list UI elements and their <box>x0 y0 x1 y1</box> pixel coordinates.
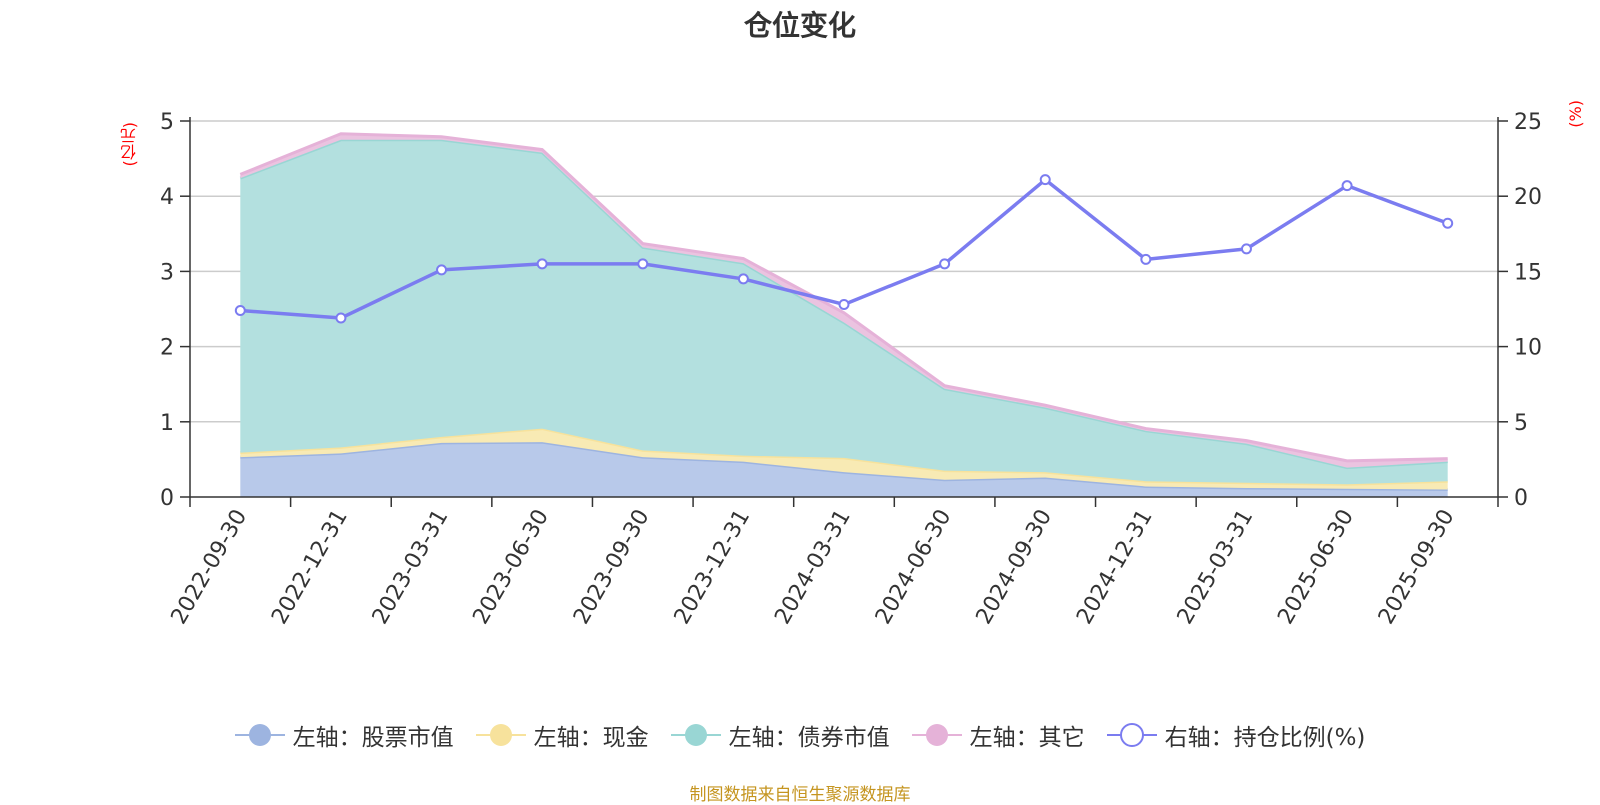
ratio-point <box>939 258 951 270</box>
x-tick-label: 2022-09-30 <box>167 505 253 628</box>
x-tick-label: 2025-09-30 <box>1374 505 1460 628</box>
x-tick-label: 2022-12-31 <box>267 505 353 628</box>
ratio-point <box>335 312 347 324</box>
legend-item-stock[interactable]: 左轴：股票市值 <box>234 718 454 752</box>
legend-label-other: 左轴：其它 <box>969 725 1085 751</box>
y-left-tick-label: 4 <box>160 185 174 210</box>
y-left-unit-label: (亿元) <box>120 122 139 167</box>
legend-bond-icon <box>670 724 721 746</box>
ratio-point <box>637 258 649 270</box>
ratio-point <box>1140 253 1152 265</box>
legend-label-bond: 左轴：债券市值 <box>728 725 890 751</box>
y-right-tick-label: 10 <box>1514 336 1542 361</box>
x-tick-label: 2023-03-31 <box>368 505 454 628</box>
legend-item-ratio[interactable]: 右轴：持仓比例(%) <box>1106 718 1366 752</box>
y-right-tick-label: 0 <box>1514 486 1528 511</box>
legend-ratio-icon <box>1106 723 1157 747</box>
y-right-unit-label: (%) <box>1566 100 1585 128</box>
ratio-point <box>436 264 448 276</box>
legend: 左轴：股票市值 左轴：现金 左轴：债券市值 左轴：其它 右轴：持仓比例(%) <box>0 718 1600 752</box>
ratio-point <box>234 305 246 317</box>
area-3 <box>240 139 1448 485</box>
x-tick-label: 2024-06-30 <box>871 505 957 628</box>
legend-item-bond[interactable]: 左轴：债券市值 <box>670 718 890 752</box>
legend-label-cash: 左轴：现金 <box>533 725 649 751</box>
legend-cash-icon <box>475 724 526 746</box>
y-left-tick-label: 0 <box>160 486 174 511</box>
area-1 <box>240 442 1448 497</box>
x-tick-label: 2025-03-31 <box>1173 505 1259 628</box>
legend-stock-icon <box>234 724 285 746</box>
source-note: 制图数据来自恒生聚源数据库 <box>689 785 911 805</box>
chart-title: 仓位变化 <box>743 9 856 42</box>
x-tick-label: 2024-09-30 <box>972 505 1058 628</box>
ratio-point <box>1341 180 1353 192</box>
legend-label-stock: 左轴：股票市值 <box>292 725 454 751</box>
legend-item-cash[interactable]: 左轴：现金 <box>475 718 649 752</box>
ratio-point <box>536 258 548 270</box>
x-tick-label: 2025-06-30 <box>1273 505 1359 628</box>
ratio-point <box>737 273 749 285</box>
area-line-4 <box>239 132 1448 463</box>
y-right-tick-label: 5 <box>1514 411 1528 436</box>
y-left-tick-label: 2 <box>160 336 174 361</box>
x-tick-label: 2023-12-31 <box>670 505 756 628</box>
y-left-tick-label: 5 <box>160 110 174 135</box>
legend-label-ratio: 右轴：持仓比例(%) <box>1164 725 1366 751</box>
x-tick-label: 2024-03-31 <box>770 505 856 628</box>
y-right-tick-label: 25 <box>1514 110 1542 135</box>
y-left-tick-label: 3 <box>160 260 174 285</box>
ratio-point <box>838 298 850 310</box>
x-tick-label: 2023-06-30 <box>468 505 554 628</box>
y-right-tick-label: 20 <box>1514 185 1542 210</box>
y-left-tick-label: 1 <box>160 411 174 436</box>
x-tick-label: 2023-09-30 <box>569 505 655 628</box>
ratio-point <box>1442 217 1454 229</box>
ratio-point <box>1240 243 1252 255</box>
ratio-point <box>1039 174 1051 186</box>
legend-other-icon <box>911 724 962 746</box>
x-tick-label: 2024-12-31 <box>1072 505 1158 628</box>
y-right-tick-label: 15 <box>1514 260 1542 285</box>
legend-item-other[interactable]: 左轴：其它 <box>911 718 1085 752</box>
